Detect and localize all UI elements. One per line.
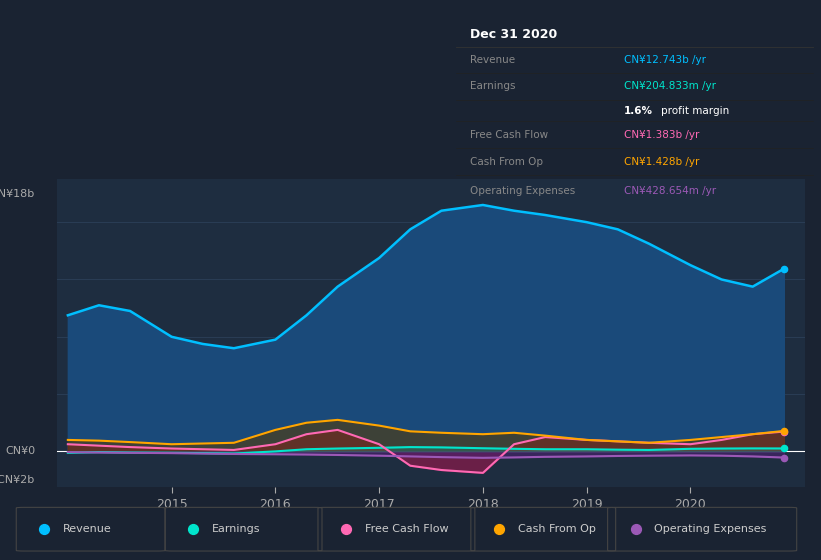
Point <box>777 453 791 462</box>
Text: CN¥12.743b /yr: CN¥12.743b /yr <box>623 55 705 65</box>
Text: Revenue: Revenue <box>470 55 515 65</box>
Text: -CN¥2b: -CN¥2b <box>0 475 35 485</box>
Text: Revenue: Revenue <box>63 524 112 534</box>
Text: CN¥428.654m /yr: CN¥428.654m /yr <box>623 186 716 196</box>
Text: 1.6%: 1.6% <box>623 106 653 115</box>
Text: CN¥204.833m /yr: CN¥204.833m /yr <box>623 81 716 91</box>
Text: Operating Expenses: Operating Expenses <box>470 186 576 196</box>
Text: Cash From Op: Cash From Op <box>517 524 595 534</box>
Point <box>777 264 791 273</box>
Point <box>629 525 642 534</box>
Text: CN¥1.428b /yr: CN¥1.428b /yr <box>623 157 699 167</box>
Point <box>186 525 200 534</box>
Point <box>777 444 791 453</box>
Text: Dec 31 2020: Dec 31 2020 <box>470 27 557 40</box>
Text: profit margin: profit margin <box>661 106 729 115</box>
Text: Free Cash Flow: Free Cash Flow <box>365 524 448 534</box>
Point <box>340 525 353 534</box>
Text: Operating Expenses: Operating Expenses <box>654 524 767 534</box>
Text: Earnings: Earnings <box>212 524 260 534</box>
Text: Free Cash Flow: Free Cash Flow <box>470 130 548 140</box>
Text: Earnings: Earnings <box>470 81 516 91</box>
Text: CN¥1.383b /yr: CN¥1.383b /yr <box>623 130 699 140</box>
Point <box>38 525 51 534</box>
Point <box>777 427 791 436</box>
Text: Cash From Op: Cash From Op <box>470 157 543 167</box>
Text: CN¥18b: CN¥18b <box>0 189 35 199</box>
Point <box>777 427 791 436</box>
Point <box>493 525 506 534</box>
Text: CN¥0: CN¥0 <box>5 446 35 456</box>
